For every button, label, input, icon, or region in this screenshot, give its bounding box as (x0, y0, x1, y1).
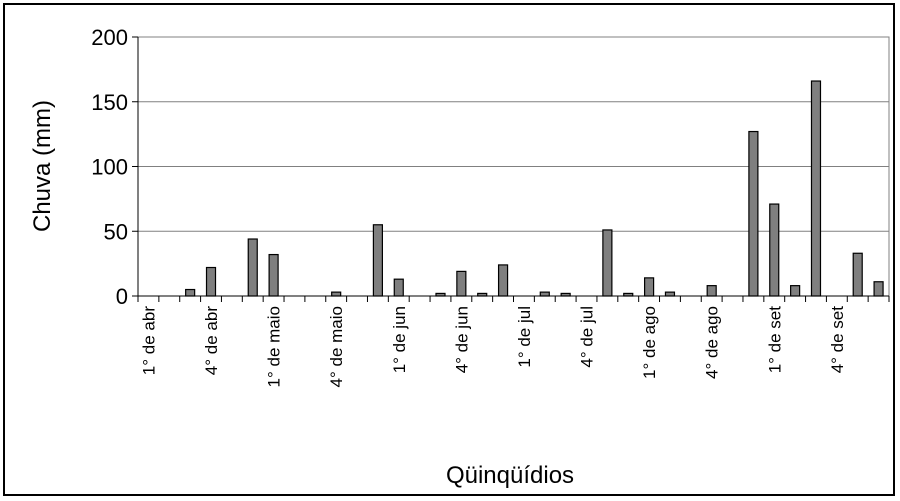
bar (497, 264, 509, 297)
bar (706, 285, 717, 297)
x-tick-label: 4° de ago (703, 306, 722, 379)
bar (205, 266, 217, 297)
bar (268, 253, 279, 297)
y-tick-label: 200 (91, 25, 128, 50)
axes (132, 36, 890, 302)
bar (769, 203, 780, 297)
y-tick-labels: 0 50 100 150 200 (91, 25, 128, 309)
y-axis-title: Chuva (mm) (29, 100, 56, 232)
bar (790, 285, 801, 297)
bar (810, 80, 822, 297)
x-tick-label: 4° de jun (452, 306, 471, 373)
y-tick-label: 50 (104, 219, 128, 244)
gridlines (138, 101, 889, 232)
bar (456, 270, 467, 297)
x-tick-label: 1° de maio (265, 306, 284, 387)
y-tick-label: 150 (91, 90, 128, 115)
bar (643, 277, 655, 297)
bar (539, 291, 550, 297)
x-tick-label: 1° de abr (139, 306, 158, 376)
x-tick-label: 4° de abr (202, 306, 221, 376)
x-tick-label: 1° de ago (640, 306, 659, 379)
bar (602, 229, 613, 297)
x-tick-label: 1° de set (765, 306, 784, 374)
rainfall-bar-chart: 0 50 100 150 200 1° de abr 4° de abr 1° de mai… (29, 25, 890, 489)
bar (852, 252, 863, 297)
x-tick-labels: 1° de abr 4° de abr 1° de maio 4° de maio 1°… (139, 306, 846, 388)
bar (873, 281, 884, 297)
x-axis-title: Qüinqüídios (446, 462, 574, 489)
bar (393, 278, 404, 297)
x-tick-label: 4° de set (828, 306, 847, 374)
y-tick-label: 100 (91, 155, 128, 180)
x-tick-label: 1° de jul (515, 306, 534, 368)
bar (331, 291, 342, 297)
chart-frame: 0 50 100 150 200 1° de abr 4° de abr 1° de mai… (3, 3, 895, 496)
x-tick-label: 4° de jul (578, 306, 597, 368)
bar (748, 130, 759, 297)
x-tick-label: 4° de maio (327, 306, 346, 387)
bar (664, 291, 676, 297)
bar (185, 288, 196, 297)
bar (372, 224, 383, 297)
x-tick-label: 1° de jun (390, 306, 409, 373)
y-tick-label: 0 (116, 284, 128, 309)
bar (247, 238, 258, 297)
